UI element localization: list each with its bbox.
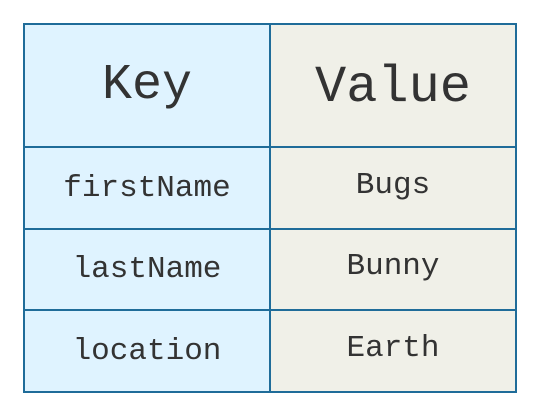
value-cell: Bunny <box>271 230 515 311</box>
header-value-cell: Value <box>271 25 515 148</box>
key-value-table: Key Value firstName Bugs lastName Bunny … <box>23 23 517 393</box>
header-key-cell: Key <box>25 25 271 148</box>
key-cell: lastName <box>25 230 271 311</box>
key-cell: firstName <box>25 148 271 230</box>
value-cell: Earth <box>271 311 515 391</box>
value-cell: Bugs <box>271 148 515 230</box>
key-cell: location <box>25 311 271 391</box>
